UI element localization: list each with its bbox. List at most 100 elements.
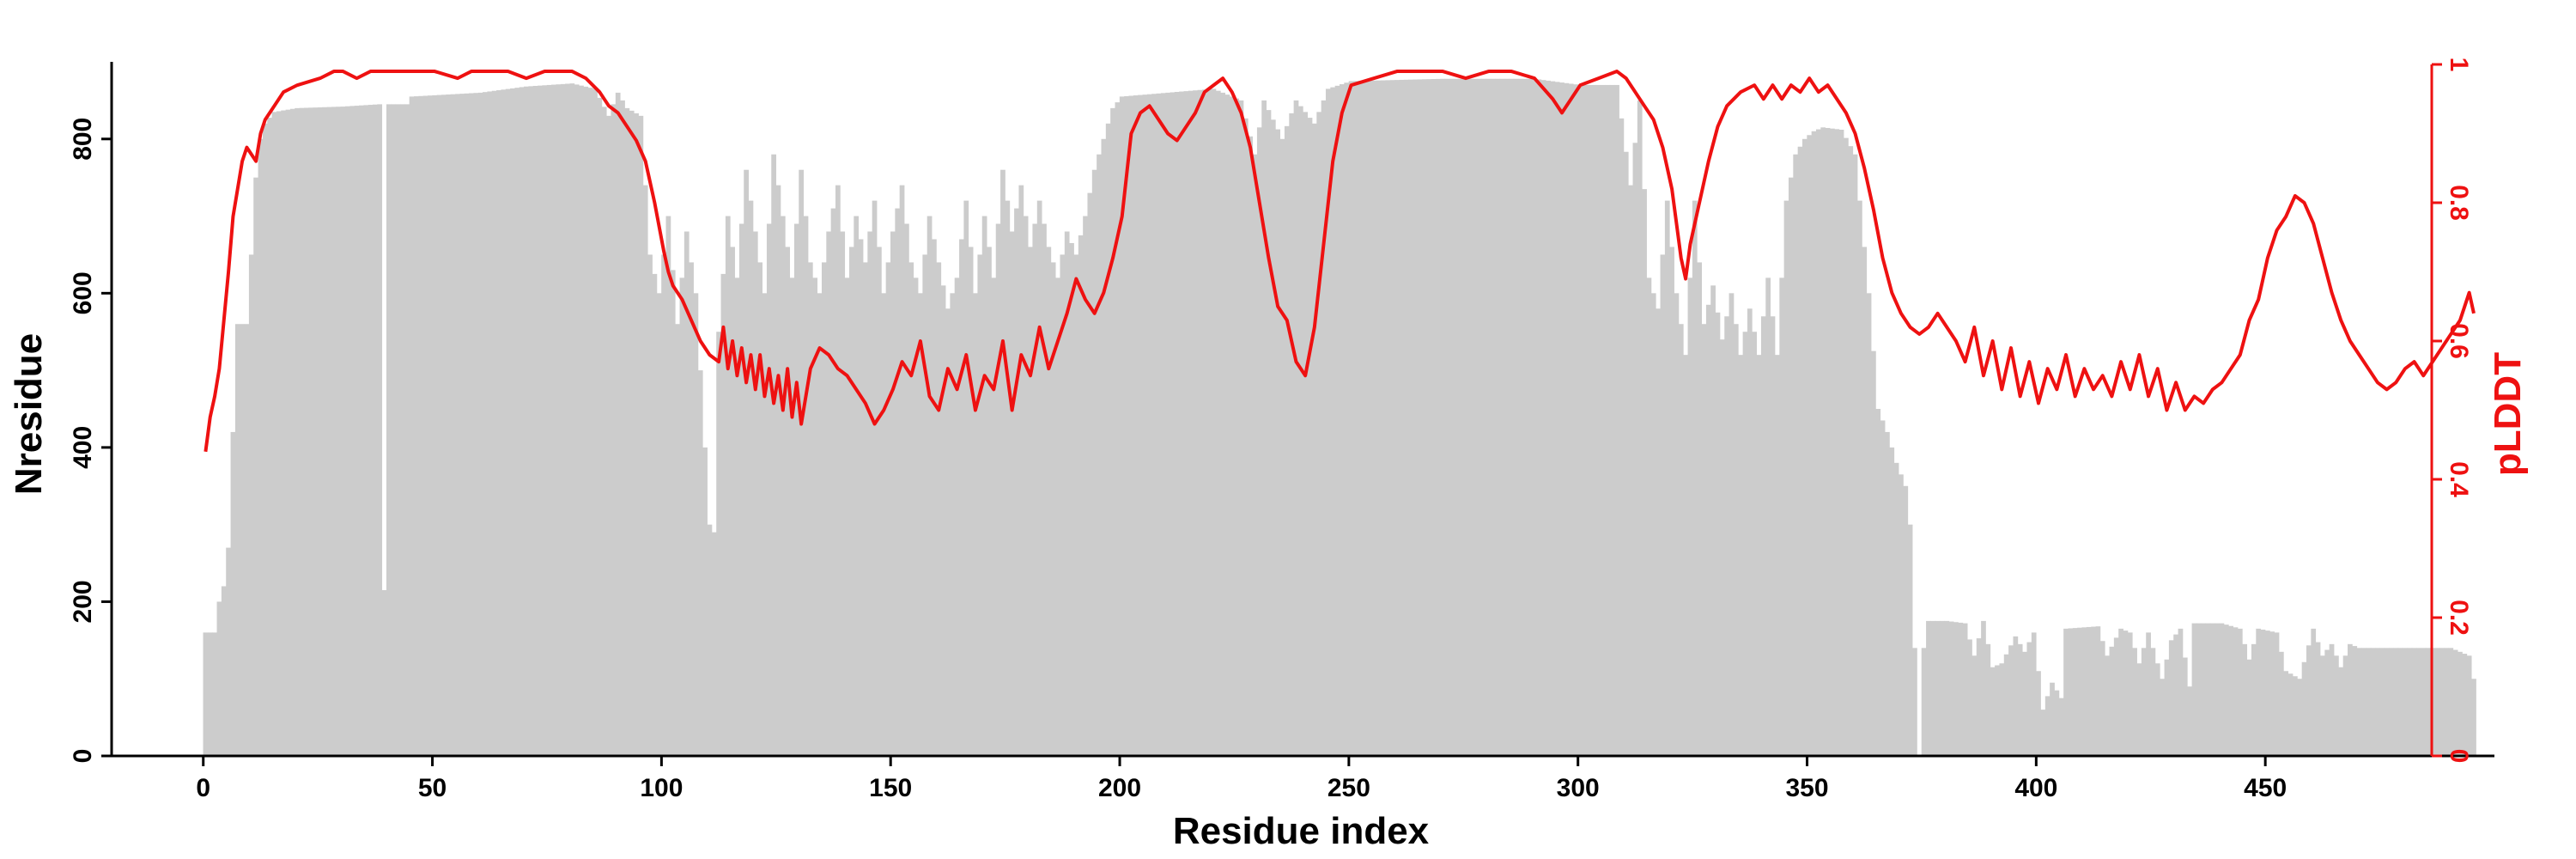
nresidue-bar [2063,628,2069,756]
nresidue-bar [1742,332,1748,756]
nresidue-bar [1990,667,1996,756]
nresidue-bar [1275,129,1281,756]
nresidue-bar [1692,200,1698,757]
nresidue-bar [1568,83,1574,756]
nresidue-bar [2397,648,2403,756]
nresidue-bar [418,95,424,757]
nresidue-bar [968,247,974,757]
nresidue-bar [1660,254,1666,756]
nresidue-bar [991,277,997,756]
nresidue-bar [308,107,314,756]
x-tick-label: 100 [640,774,683,802]
nresidue-bar [1472,78,1478,756]
nresidue-bar [510,88,515,756]
nresidue-bar [2173,634,2178,756]
nresidue-bar [1069,242,1074,757]
nresidue-bar [624,107,630,757]
nresidue-bar [1261,100,1267,756]
nresidue-bar [2274,632,2280,756]
nresidue-bar [2256,628,2262,756]
nresidue-bar [1105,123,1111,756]
nresidue-bar [1449,78,1455,756]
nresidue-bar [2228,625,2234,756]
nresidue-bar [230,431,236,756]
nresidue-bar [1174,92,1180,756]
nresidue-bar [285,109,291,756]
nresidue-bar [1509,78,1515,756]
nresidue-bar [1242,118,1249,757]
nresidue-bar [1646,277,1652,756]
nresidue-bar [789,277,795,756]
nresidue-bars [203,78,2476,757]
nresidue-bar [1413,79,1419,756]
nresidue-bar [2389,648,2394,756]
nresidue-bar [2003,654,2009,756]
nresidue-bar [2127,632,2133,756]
nresidue-bar [977,254,983,756]
nresidue-bar [2031,632,2037,756]
nresidue-bar [693,293,699,757]
nresidue-bar [2315,642,2321,756]
nresidue-bar [532,86,538,756]
nresidue-bar [1431,79,1437,756]
nresidue-bar [1087,192,1093,756]
nresidue-bar [2223,624,2229,756]
nresidue-bar [762,293,768,757]
nresidue-bar [973,293,978,757]
nresidue-bar [253,177,258,757]
x-tick-label: 250 [1327,774,1370,802]
nresidue-bar [932,239,937,756]
nresidue-bar [565,83,570,756]
nresidue-bar [349,106,355,756]
nresidue-bar [2196,623,2202,756]
nresidue-bar [1389,80,1395,757]
nresidue-bar [2356,648,2362,756]
nresidue-bar [913,277,919,756]
nresidue-bar [634,113,639,757]
nresidue-bar [899,185,905,756]
nresidue-bar [2297,679,2303,756]
nresidue-bar [1495,78,1501,756]
nresidue-bar [1609,84,1615,757]
nresidue-bar [1995,665,2000,756]
nresidue-bar [2099,641,2105,756]
nresidue-bar [1976,638,1982,756]
nresidue-bar [2251,643,2257,756]
nresidue-bar [542,85,548,757]
nresidue-bar [1573,84,1578,757]
nresidue-bar [1522,78,1528,756]
nresidue-bar [2050,682,2055,756]
nresidue-bar [642,185,648,756]
nresidue-bar [1005,200,1011,757]
nresidue-bar [2136,663,2142,756]
nresidue-bar [1953,622,1959,756]
nresidue-bar [2105,655,2110,756]
nresidue-bar [1852,154,1858,757]
nresidue-bar [1289,113,1295,757]
nresidue-bar [551,84,556,756]
nresidue-bar [1683,355,1688,756]
nresidue-bar [473,93,479,756]
nresidue-bar [1577,84,1583,757]
nresidue-bar [395,104,401,756]
nresidue-bar [1940,620,1945,756]
nresidue-bar [271,112,277,757]
nresidue-bar [1334,85,1340,756]
nresidue-bar [1985,643,1991,756]
nresidue-bar [1091,169,1097,756]
nresidue-bar [2201,623,2206,756]
nresidue-bar [1844,137,1849,756]
nresidue-bar [1774,355,1780,756]
nresidue-bar [1165,92,1170,756]
nresidue-bar [1284,125,1290,756]
nresidue-bar [1160,93,1166,757]
nresidue-bar [1912,648,1917,756]
nresidue-bar [1097,154,1102,757]
nresidue-bar [299,107,305,756]
nresidue-bar [216,601,222,756]
nresidue-bar [675,324,680,756]
nresidue-bar [303,107,309,756]
nresidue-bar [950,293,956,757]
nresidue-bar [844,277,850,756]
nresidue-bar [1358,81,1364,757]
